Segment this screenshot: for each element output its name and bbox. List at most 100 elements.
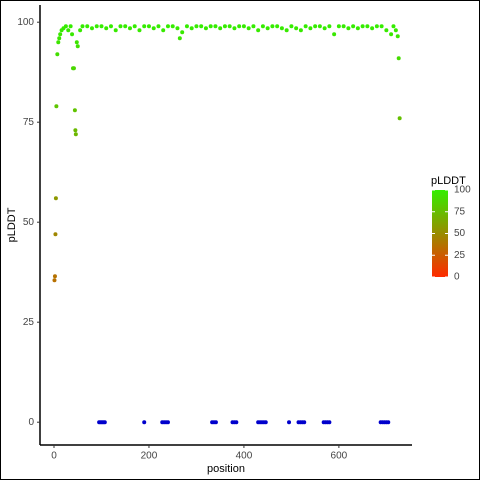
point — [72, 108, 77, 113]
point — [156, 24, 161, 29]
point — [78, 28, 83, 33]
point — [53, 232, 58, 237]
y-tick-label: 75 — [23, 117, 35, 128]
point — [213, 24, 218, 29]
point — [389, 32, 394, 37]
point — [194, 24, 199, 29]
point — [241, 24, 246, 29]
point — [317, 24, 322, 29]
x-tick-label: 200 — [141, 451, 158, 462]
point — [142, 24, 147, 29]
point — [341, 24, 346, 29]
point — [284, 28, 289, 33]
point — [74, 40, 79, 45]
point — [113, 28, 118, 33]
point — [52, 278, 57, 283]
point — [213, 420, 218, 425]
point — [146, 24, 151, 29]
point — [384, 28, 389, 33]
point — [161, 28, 166, 33]
point — [189, 26, 194, 31]
point — [208, 24, 213, 29]
point — [302, 420, 307, 425]
point — [327, 24, 332, 29]
point — [73, 132, 78, 137]
point — [199, 24, 204, 29]
point — [55, 52, 60, 57]
point — [246, 26, 251, 31]
point — [397, 116, 402, 121]
point — [279, 26, 284, 31]
y-tick-label: 0 — [28, 417, 34, 428]
point — [218, 26, 223, 31]
point — [53, 196, 58, 201]
point — [137, 28, 142, 33]
point — [75, 44, 80, 49]
point — [232, 26, 237, 31]
point — [322, 26, 327, 31]
point — [71, 66, 76, 71]
point — [85, 24, 90, 29]
point — [298, 28, 303, 33]
y-tick-label: 25 — [23, 317, 35, 328]
point — [346, 26, 351, 31]
point — [327, 420, 332, 425]
point — [170, 24, 175, 29]
point — [393, 28, 398, 33]
point — [251, 24, 256, 29]
point — [332, 32, 337, 37]
colorbar-title: pLDDT — [431, 175, 466, 187]
point — [57, 36, 62, 41]
point — [227, 24, 232, 29]
point — [94, 24, 99, 29]
y-axis-label: pLDDT — [6, 207, 18, 242]
point — [386, 420, 391, 425]
colorbar-tick-label: 75 — [454, 206, 466, 217]
point — [379, 24, 384, 29]
point — [265, 26, 270, 31]
point — [175, 26, 180, 31]
colorbar — [432, 190, 448, 277]
point — [142, 420, 147, 425]
point — [151, 26, 156, 31]
point — [263, 420, 268, 425]
point — [54, 104, 59, 109]
point — [80, 24, 85, 29]
point — [370, 26, 375, 31]
point — [365, 24, 370, 29]
x-tick-label: 400 — [236, 451, 253, 462]
x-axis-label: position — [207, 463, 245, 475]
colorbar-tick-label: 25 — [454, 250, 466, 261]
point — [177, 36, 182, 41]
point — [123, 24, 128, 29]
point — [66, 28, 71, 33]
point — [294, 26, 299, 31]
point — [396, 56, 401, 61]
point — [70, 32, 75, 37]
point — [237, 24, 242, 29]
point — [270, 24, 275, 29]
colorbar-tick-label: 50 — [454, 228, 466, 239]
point — [360, 24, 365, 29]
y-tick-label: 50 — [23, 217, 35, 228]
point — [99, 24, 104, 29]
point — [395, 34, 400, 39]
point — [260, 24, 265, 29]
point — [303, 24, 308, 29]
point — [275, 24, 280, 29]
y-tick-label: 100 — [17, 17, 34, 28]
point — [58, 32, 63, 37]
point — [56, 40, 61, 45]
x-tick-label: 600 — [331, 451, 348, 462]
point — [351, 24, 356, 29]
point — [68, 24, 73, 29]
point — [374, 24, 379, 29]
point — [180, 30, 185, 35]
point — [127, 26, 132, 31]
point — [165, 24, 170, 29]
point — [102, 420, 107, 425]
point — [336, 24, 341, 29]
point — [63, 24, 68, 29]
colorbar-tick-label: 100 — [454, 185, 471, 196]
